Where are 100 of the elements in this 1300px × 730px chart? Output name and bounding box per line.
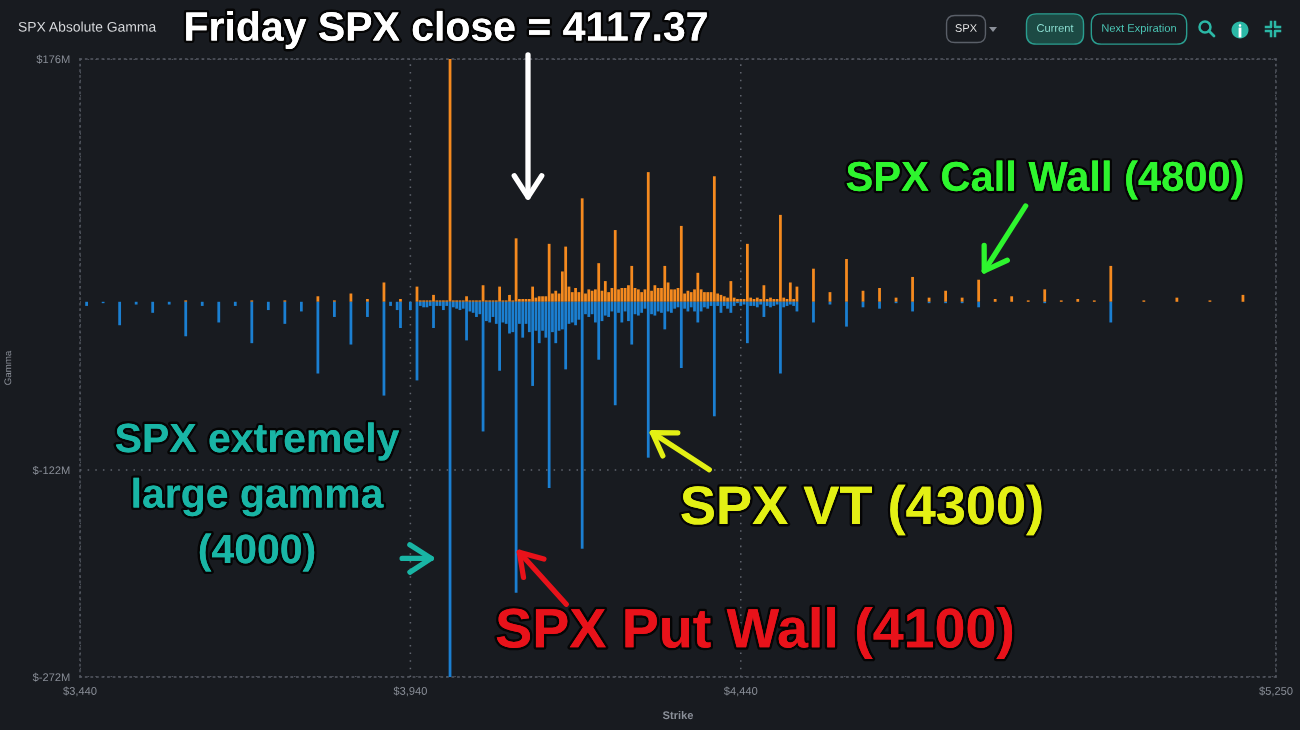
x-tick-label: $4,440 [723,686,758,697]
bar [620,287,624,302]
bar [656,287,660,302]
bar [769,297,772,302]
bar [508,294,511,302]
bar [703,292,706,302]
bar [812,268,815,302]
bar [283,301,287,324]
bar [432,294,435,302]
bar [217,301,221,323]
bar [475,301,478,317]
bar [630,301,634,345]
bar [656,301,660,312]
bar [508,301,511,334]
bar [233,301,237,306]
bar [977,279,981,302]
bar [85,301,88,306]
bar [134,301,138,305]
bar [366,299,369,302]
bar [779,214,782,302]
text: SPX [955,24,977,32]
bar [712,301,716,417]
bar [541,296,544,302]
bar [409,301,412,311]
bar [200,301,204,306]
bar [944,290,947,302]
bar [729,281,733,302]
bar [498,301,501,371]
bar [333,301,336,317]
bar [399,301,402,328]
bar [442,301,445,311]
bar [696,301,700,323]
bar [537,301,541,344]
bar [696,272,700,302]
bar [1043,289,1047,302]
x-tick-label: $5,250 [1259,686,1293,697]
bar [620,301,624,323]
bar [399,299,402,302]
bar [580,198,584,302]
annotation: SPX extremely large gamma (4000) [115,422,400,572]
bar [646,172,650,302]
bar [465,301,468,341]
bar [564,246,568,302]
bar [1109,301,1113,323]
bar [960,297,964,302]
bar [993,299,997,302]
bar [646,301,650,458]
text: Friday SPX close = 4117.37 [186,10,707,50]
bar [670,301,673,313]
bar [151,301,155,313]
x-axis-title: Strike [662,710,694,720]
bar [613,301,617,406]
y-tick-label: $-272M [32,672,70,682]
x-tick-label: $3,440 [63,686,97,697]
bar [679,225,683,302]
bar [580,301,584,549]
bar [712,176,716,302]
bar [663,301,667,330]
bar [679,301,683,368]
bar [316,301,320,374]
bar [769,301,772,308]
text: Next Expiration [1102,23,1176,35]
annotation: SPX Put Wall (4100) [496,607,1013,659]
bar [498,286,501,302]
y-axis-title: Gamma [4,350,12,385]
bar [1010,296,1014,302]
bar [597,263,601,302]
annotation: SPX VT (4300) [681,484,1042,536]
bar [547,243,551,302]
bar [653,285,657,302]
bar [422,301,425,308]
y-tick-label: $176M [36,54,70,64]
bar [438,301,442,306]
chart-title: SPX Absolute Gamma [18,21,157,32]
bar [531,286,535,302]
bar [554,301,558,344]
bar [266,301,270,311]
bar [547,301,551,489]
bar [521,301,525,338]
bar [663,265,667,302]
bar [574,301,577,326]
bar [465,296,468,302]
bar [299,301,303,312]
bar [603,281,607,302]
bar [531,301,535,386]
bar [630,265,634,302]
bar [772,301,776,306]
bar [977,301,981,308]
bar [911,301,914,312]
bar [911,276,914,302]
bar [788,282,792,302]
bar [366,301,369,317]
bar [745,301,749,344]
bar [779,301,782,374]
bar [812,301,815,323]
bar [878,301,881,309]
bar [607,301,611,317]
y-tick-label: $-122M [32,465,70,475]
bar [564,301,568,370]
bar [1109,265,1113,302]
